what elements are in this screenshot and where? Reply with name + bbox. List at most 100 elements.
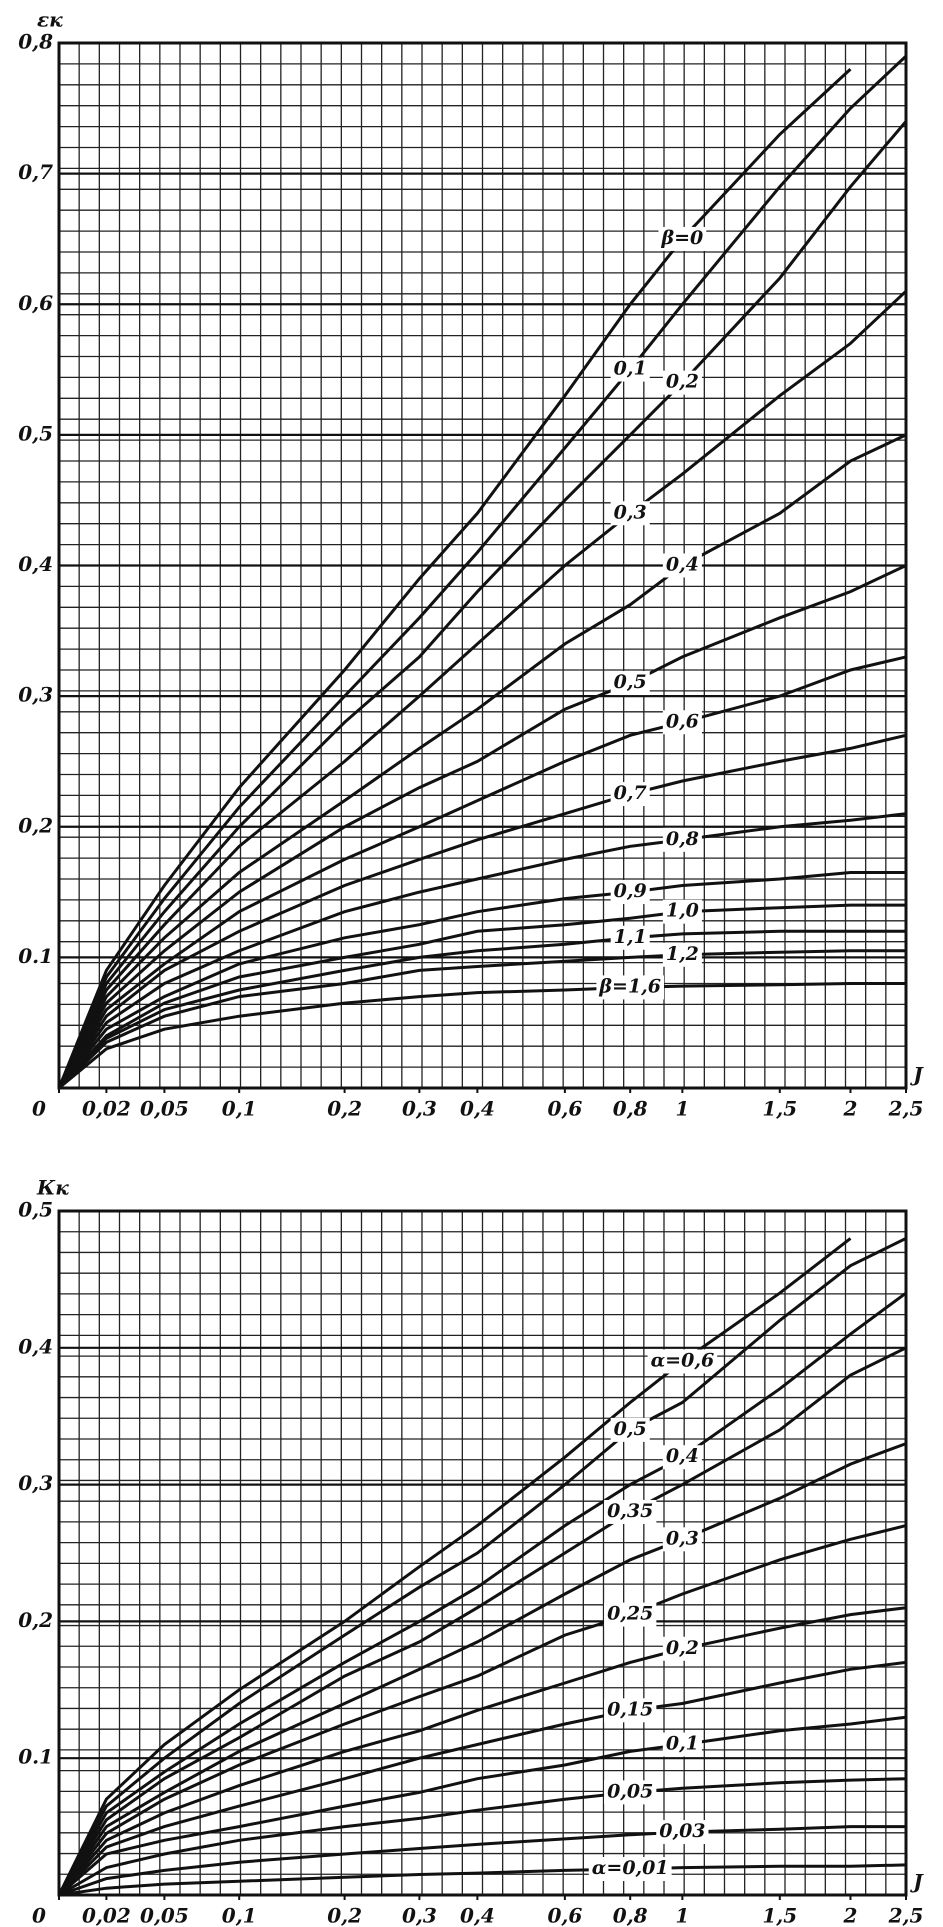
- curve-label-bg: [588, 1857, 672, 1882]
- curve-label-group: 0,15: [604, 1698, 657, 1723]
- curve-label: 0,3: [614, 501, 647, 523]
- x-tick-label: 0,1: [222, 1904, 257, 1927]
- curve-label-group: β=0: [658, 226, 707, 251]
- curve: [58, 1715, 907, 1897]
- curve-label: 0,35: [607, 1500, 653, 1522]
- curve-label-group: 0,35: [604, 1499, 657, 1524]
- curve-label-bg: [604, 1499, 657, 1524]
- curve-label: 0,7: [614, 782, 647, 804]
- curve-label: 1,0: [666, 900, 699, 922]
- x-tick-label: 1,5: [762, 1097, 797, 1121]
- curve-label: 0,1: [614, 358, 647, 380]
- y-tick-label: 0,8: [18, 30, 53, 54]
- curve-label-group: 0,8: [662, 827, 702, 852]
- curve-label-bg: [662, 827, 702, 852]
- curve-label: 0,1: [666, 1733, 699, 1755]
- x-tick-label: 2,5: [888, 1097, 924, 1121]
- curve-label-bg: [662, 1527, 702, 1552]
- curve-label: 0,5: [614, 671, 647, 693]
- curve-label-group: 0,7: [610, 782, 650, 807]
- curve-label-bg: [662, 1732, 702, 1757]
- curve-label: 0,15: [607, 1698, 653, 1720]
- y-axis-label: Кк: [36, 1176, 69, 1200]
- x-tick-label: 0,3: [402, 1904, 437, 1927]
- y-tick-label: 0,3: [18, 683, 53, 707]
- y-tick-label: 0,6: [18, 291, 53, 315]
- curve-label-bg: [610, 671, 650, 696]
- curve-label-group: 0,3: [610, 501, 650, 526]
- curve-label-bg: [662, 942, 702, 967]
- x-tick-label: 0,2: [327, 1904, 362, 1927]
- x-tick-label: 0,6: [547, 1904, 582, 1927]
- curve-label-group: 0,9: [610, 880, 650, 905]
- curve-label-group: 0,1: [662, 1732, 702, 1757]
- curve-label-group: 0,2: [662, 370, 702, 395]
- x-tick-label: 0,4: [460, 1097, 495, 1121]
- curve-label: 0,25: [607, 1603, 653, 1625]
- curve-label: β=0: [660, 227, 703, 249]
- curve-label-group: 0,4: [662, 1445, 702, 1470]
- x-tick-label: 0,6: [547, 1097, 582, 1121]
- curve: [57, 1606, 907, 1896]
- curve-label-group: 0,5: [610, 671, 650, 696]
- curve: [57, 433, 907, 1089]
- y-tick-label: 0,7: [18, 160, 53, 184]
- curve-label: 0,3: [666, 1527, 699, 1549]
- curve-label-bg: [662, 899, 702, 924]
- curve-label-group: 0,2: [662, 1636, 702, 1661]
- curve: [57, 290, 908, 1089]
- x-tick-label: 0,02: [82, 1097, 131, 1121]
- curve-label-group: 1,0: [662, 899, 702, 924]
- x-axis-label: J: [909, 1870, 924, 1894]
- curve-label-bg: [610, 501, 650, 526]
- curve-label-group: β=1,6: [596, 975, 665, 1000]
- curve: [58, 982, 906, 1090]
- curve-label: 0,8: [666, 828, 699, 850]
- curve-label-bg: [610, 782, 650, 807]
- curve-label-group: 0,5: [610, 1417, 650, 1442]
- x-tick-label: 0,2: [327, 1097, 362, 1121]
- curve-label-bg: [658, 226, 707, 251]
- x-tick-label: 0,1: [222, 1097, 257, 1121]
- curve-label-bg: [656, 1820, 709, 1845]
- curve: [57, 812, 907, 1089]
- x-tick-label: 0,8: [613, 1097, 648, 1121]
- curve: [57, 67, 852, 1089]
- curve: [57, 1660, 907, 1897]
- curve: [57, 120, 908, 1089]
- curve-label-group: 1,2: [662, 942, 702, 967]
- x-tick-label: 2,5: [888, 1904, 924, 1927]
- curve-label-bg: [647, 1349, 718, 1374]
- curve-label-bg: [662, 710, 702, 735]
- curve-label: 0,4: [666, 554, 699, 576]
- x-tick-label: 0: [32, 1097, 46, 1121]
- curve-label: 0,9: [614, 880, 647, 902]
- curve: [57, 949, 906, 1090]
- x-tick-label: 0,05: [140, 1097, 189, 1121]
- curve: [57, 55, 908, 1089]
- curve-label: α=0,01: [592, 1857, 669, 1879]
- curve-label: 0,6: [666, 710, 699, 732]
- curve-label: 1,1: [614, 926, 647, 948]
- curve-label-bg: [610, 357, 650, 382]
- curve-label-bg: [662, 553, 702, 578]
- x-tick-label: 2: [843, 1097, 858, 1121]
- y-tick-label: 0.1: [18, 1745, 53, 1769]
- curve: [57, 871, 906, 1089]
- curve: [57, 903, 906, 1090]
- curve-label: 0,2: [666, 1637, 699, 1659]
- curve-label-group: 0,1: [610, 357, 650, 382]
- curve: [58, 1825, 906, 1897]
- curve-label-bg: [604, 1698, 657, 1723]
- curve: [57, 1442, 907, 1896]
- x-tick-label: 0,3: [402, 1097, 437, 1121]
- x-tick-label: 1: [675, 1097, 689, 1121]
- x-tick-label: 0,8: [613, 1904, 648, 1927]
- x-tick-label: 0,4: [460, 1904, 495, 1927]
- curve-label: β=1,6: [598, 975, 661, 997]
- curve-label-group: 0,25: [604, 1602, 657, 1627]
- y-tick-label: 0,4: [18, 1334, 53, 1358]
- curve-label: 0,4: [666, 1445, 699, 1467]
- x-tick-label: 1: [675, 1904, 689, 1927]
